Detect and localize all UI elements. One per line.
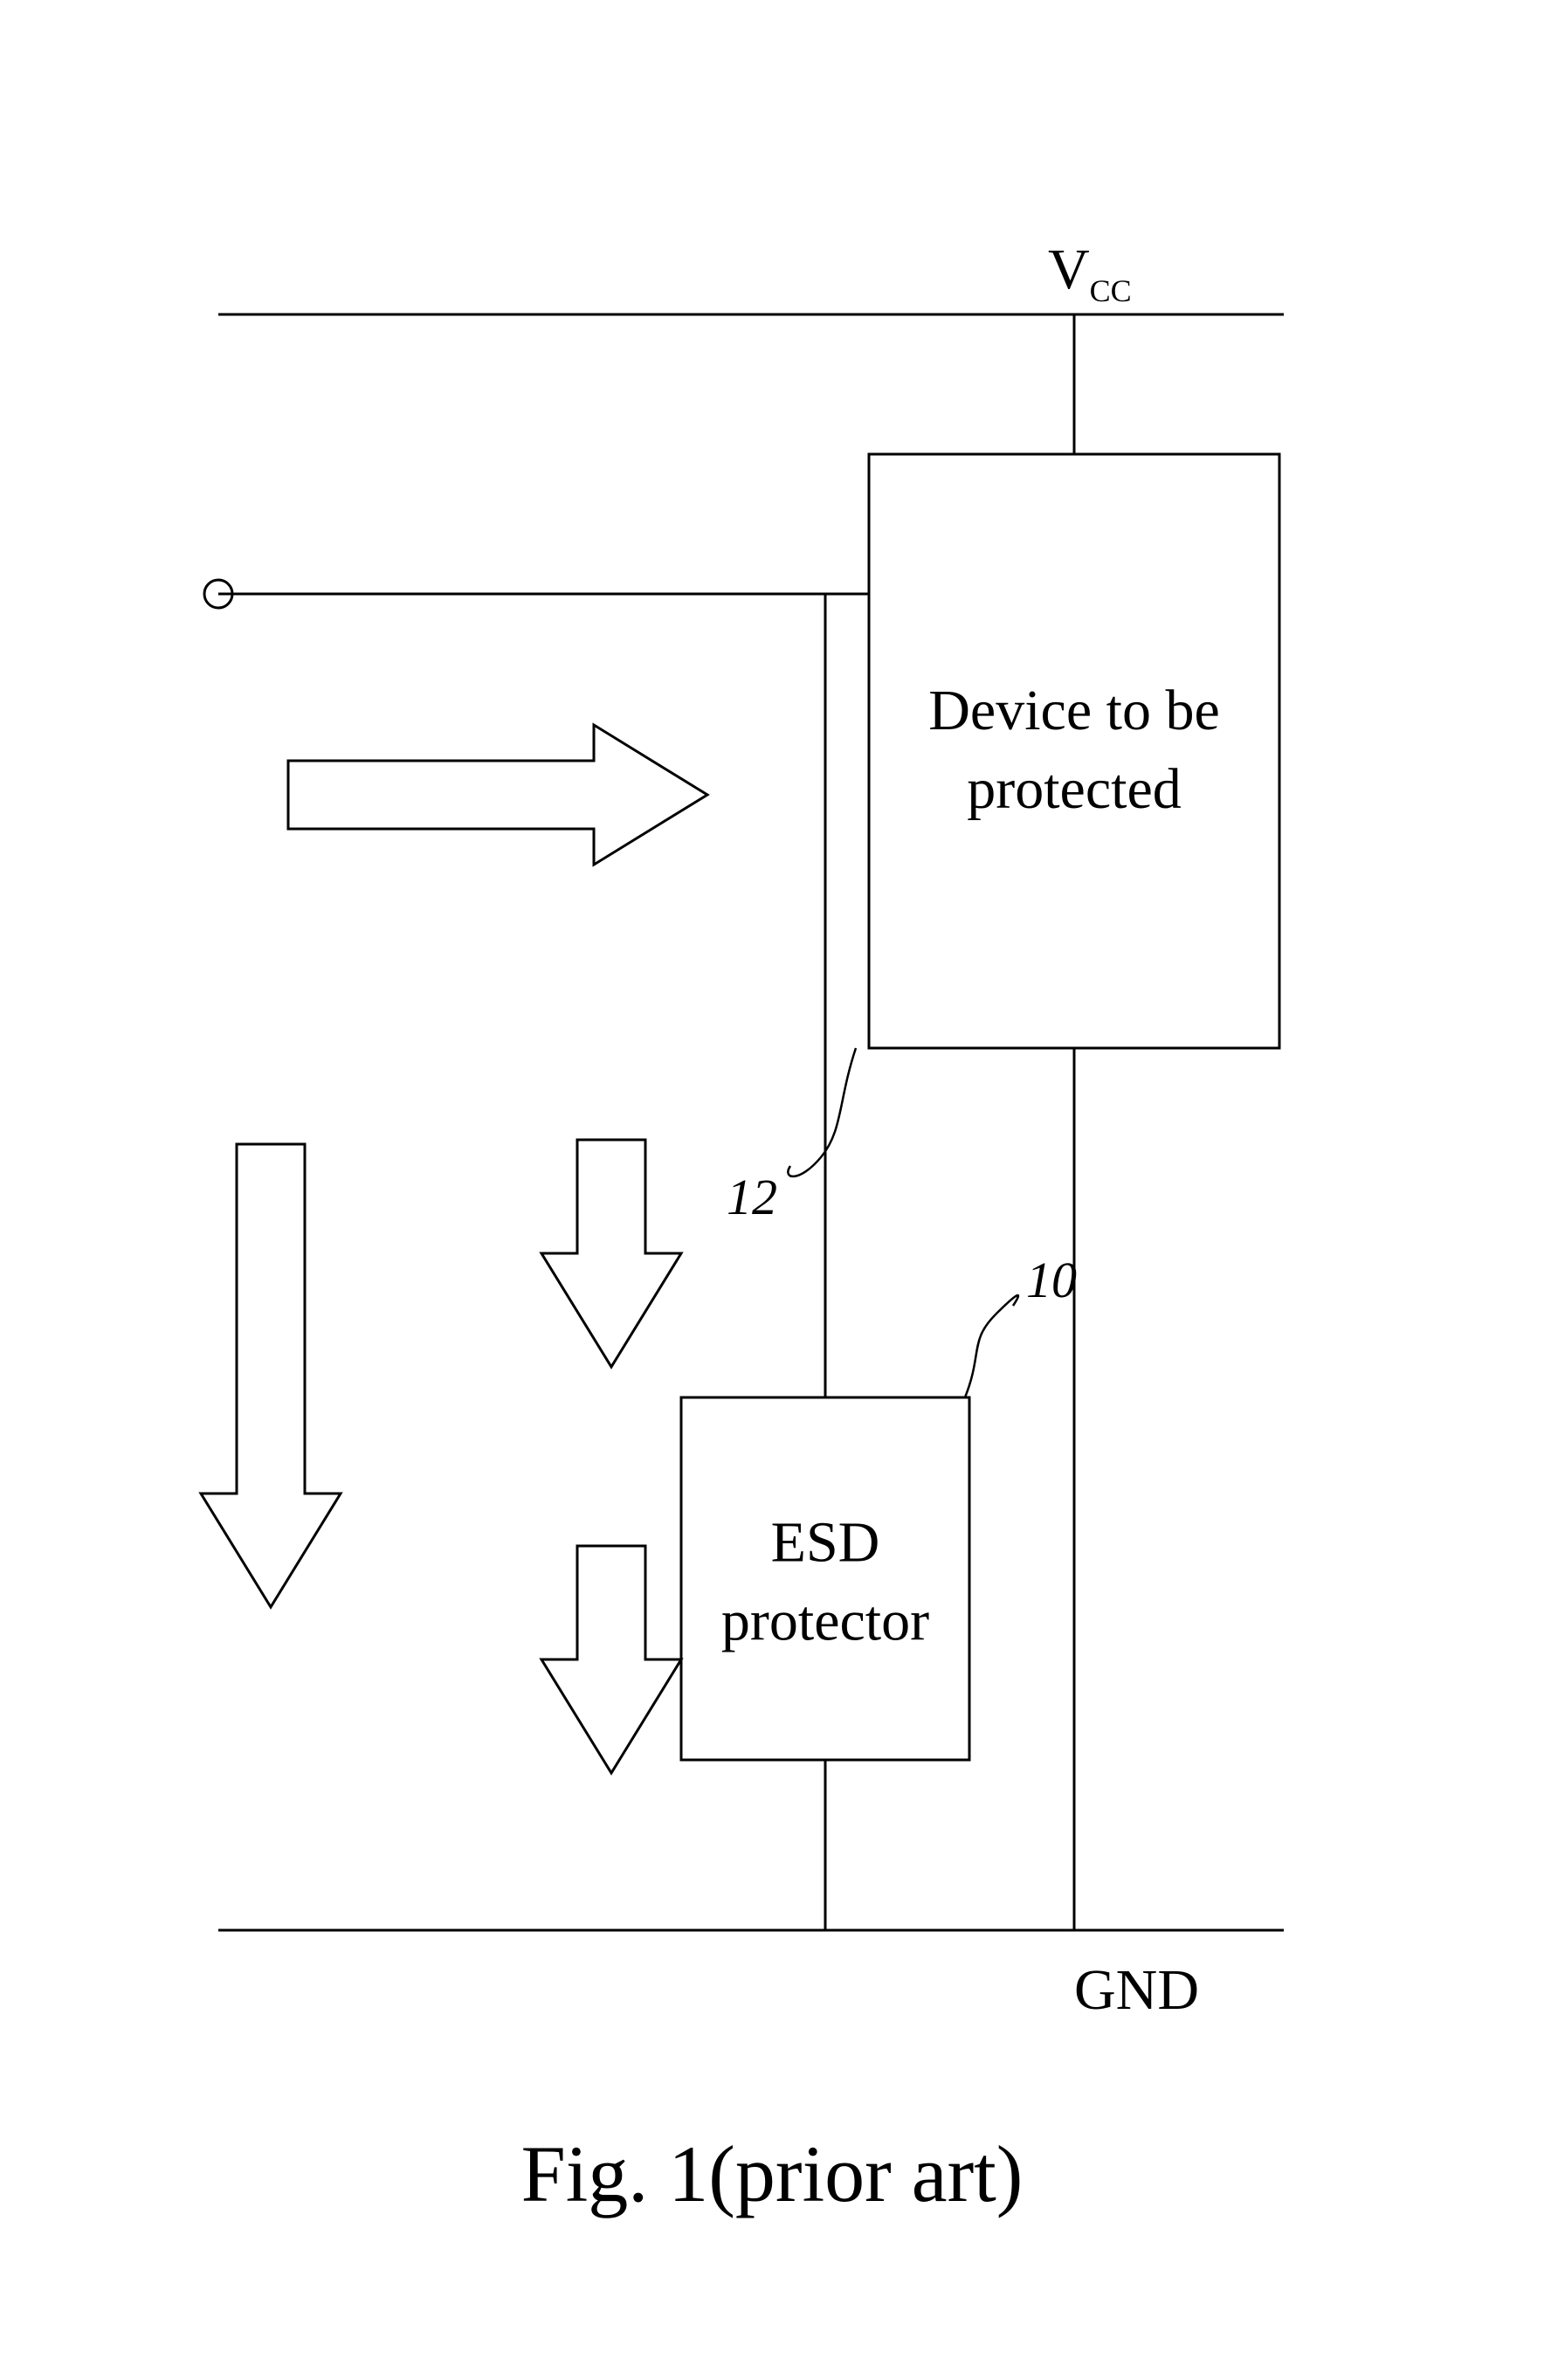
device-ref: 12: [727, 1169, 777, 1225]
figure-caption: Fig. 1(prior art): [521, 2129, 1024, 2218]
device-label-2: protected: [967, 757, 1182, 821]
esd-ref: 10: [1026, 1252, 1077, 1308]
device-label-1: Device to be: [928, 679, 1220, 742]
gnd-label: GND: [1074, 1958, 1199, 2022]
esd-label-1: ESD: [771, 1511, 880, 1575]
esd-label-2: protector: [721, 1590, 929, 1653]
device-block: [869, 454, 1279, 1048]
esd-block: [681, 1397, 969, 1760]
